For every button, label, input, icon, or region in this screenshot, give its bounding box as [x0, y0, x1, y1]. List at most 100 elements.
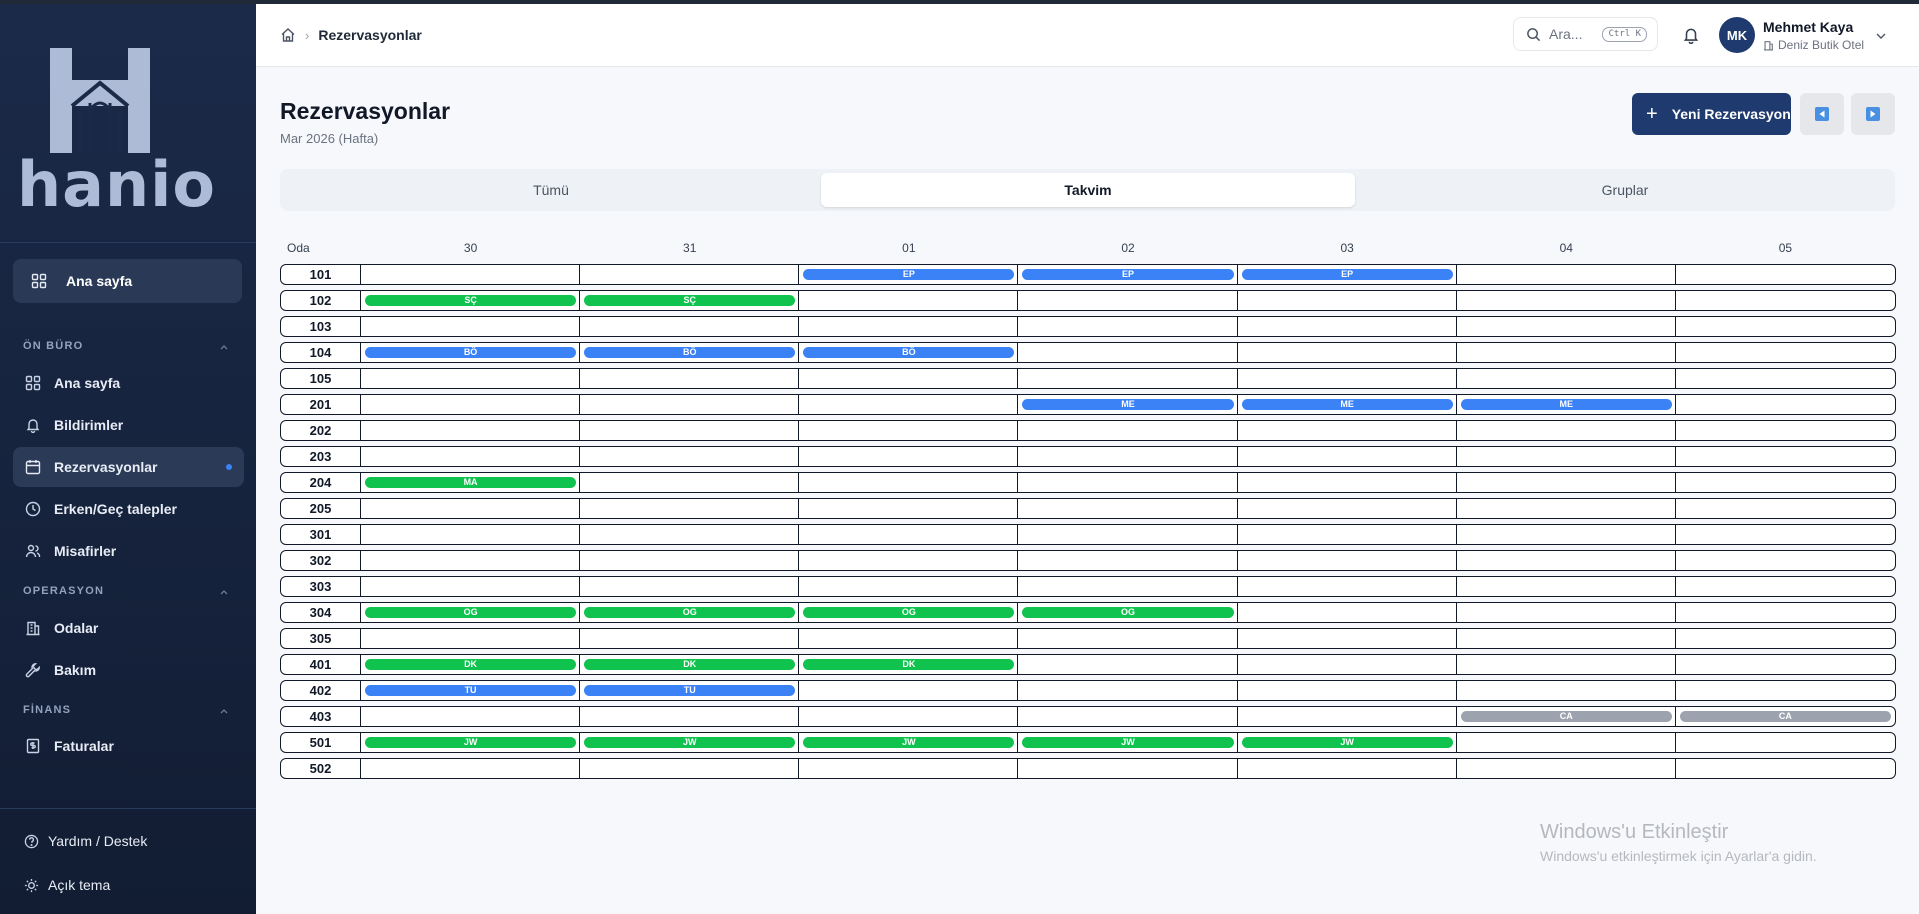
day-cell[interactable]	[361, 447, 581, 466]
reservation-bar[interactable]: OG	[365, 607, 577, 618]
day-cell[interactable]	[1018, 551, 1238, 570]
day-cell[interactable]	[1238, 681, 1457, 700]
day-cell[interactable]	[1018, 577, 1238, 596]
day-cell[interactable]	[1457, 499, 1676, 518]
day-cell[interactable]	[799, 551, 1019, 570]
day-cell[interactable]	[1676, 655, 1895, 674]
reservation-bar[interactable]: DK	[365, 659, 577, 670]
day-cell[interactable]	[1676, 447, 1895, 466]
day-cell[interactable]	[1018, 603, 1238, 622]
day-cell[interactable]	[580, 265, 800, 284]
day-cell[interactable]	[1457, 603, 1676, 622]
room-number[interactable]: 103	[281, 317, 361, 336]
day-cell[interactable]	[1676, 577, 1895, 596]
theme-toggle[interactable]: Açık tema	[24, 877, 110, 893]
day-cell[interactable]	[361, 525, 581, 544]
day-cell[interactable]	[580, 343, 800, 362]
day-cell[interactable]	[1457, 395, 1676, 414]
day-cell[interactable]	[580, 447, 800, 466]
day-cell[interactable]	[580, 291, 800, 310]
help-support-link[interactable]: Yardım / Destek	[24, 833, 147, 849]
day-cell[interactable]	[1238, 473, 1457, 492]
tab-groups[interactable]: Gruplar	[1601, 182, 1649, 198]
day-cell[interactable]	[1018, 733, 1238, 752]
day-cell[interactable]	[1676, 551, 1895, 570]
day-cell[interactable]	[1676, 681, 1895, 700]
day-cell[interactable]	[580, 577, 800, 596]
avatar[interactable]: MK	[1719, 17, 1755, 53]
room-number[interactable]: 104	[281, 343, 361, 362]
day-cell[interactable]	[1676, 759, 1895, 778]
day-cell[interactable]	[1457, 447, 1676, 466]
day-cell[interactable]	[580, 655, 800, 674]
day-cell[interactable]	[580, 603, 800, 622]
day-cell[interactable]	[1018, 499, 1238, 518]
day-cell[interactable]	[1676, 369, 1895, 388]
reservation-bar[interactable]: BÖ	[584, 347, 796, 358]
reservation-bar[interactable]: ME	[1022, 399, 1234, 410]
day-cell[interactable]	[1238, 603, 1457, 622]
room-number[interactable]: 304	[281, 603, 361, 622]
day-cell[interactable]	[1676, 265, 1895, 284]
sidebar-item-early-late-requests[interactable]: Erken/Geç talepler	[13, 489, 244, 529]
day-cell[interactable]	[799, 707, 1019, 726]
day-cell[interactable]	[1676, 343, 1895, 362]
day-cell[interactable]	[1018, 447, 1238, 466]
day-cell[interactable]	[1457, 291, 1676, 310]
day-cell[interactable]	[1238, 551, 1457, 570]
sidebar-item-notifications[interactable]: Bildirimler	[13, 405, 244, 445]
day-cell[interactable]	[799, 603, 1019, 622]
sidebar-item-maintenance[interactable]: Bakım	[13, 650, 244, 690]
day-cell[interactable]	[1457, 265, 1676, 284]
room-number[interactable]: 204	[281, 473, 361, 492]
day-cell[interactable]	[1676, 525, 1895, 544]
day-cell[interactable]	[1676, 317, 1895, 336]
reservation-bar[interactable]: EP	[803, 269, 1015, 280]
reservation-bar[interactable]: JW	[1022, 737, 1234, 748]
day-cell[interactable]	[361, 707, 581, 726]
reservation-bar[interactable]: CA	[1460, 711, 1672, 722]
reservation-bar[interactable]: JW	[803, 737, 1015, 748]
day-cell[interactable]	[1238, 733, 1457, 752]
notifications-bell-icon[interactable]	[1682, 26, 1700, 44]
day-cell[interactable]	[361, 603, 581, 622]
day-cell[interactable]	[361, 343, 581, 362]
day-cell[interactable]	[1238, 265, 1457, 284]
day-cell[interactable]	[1676, 421, 1895, 440]
reservation-bar[interactable]: DK	[584, 659, 796, 670]
day-cell[interactable]	[1457, 707, 1676, 726]
day-cell[interactable]	[799, 655, 1019, 674]
room-number[interactable]: 102	[281, 291, 361, 310]
day-cell[interactable]	[1018, 421, 1238, 440]
sidebar-item-home[interactable]: Ana sayfa	[13, 363, 244, 403]
day-cell[interactable]	[1238, 317, 1457, 336]
reservation-bar[interactable]: TU	[365, 685, 577, 696]
reservation-bar[interactable]: MA	[365, 477, 577, 488]
day-cell[interactable]	[799, 577, 1019, 596]
day-cell[interactable]	[1018, 291, 1238, 310]
day-cell[interactable]	[361, 629, 581, 648]
day-cell[interactable]	[1676, 733, 1895, 752]
day-cell[interactable]	[361, 655, 581, 674]
day-cell[interactable]	[1676, 291, 1895, 310]
day-cell[interactable]	[1676, 395, 1895, 414]
day-cell[interactable]	[1457, 655, 1676, 674]
day-cell[interactable]	[1238, 707, 1457, 726]
day-cell[interactable]	[799, 291, 1019, 310]
day-cell[interactable]	[361, 473, 581, 492]
reservation-bar[interactable]: JW	[365, 737, 577, 748]
sidebar-item-home-top[interactable]: Ana sayfa	[13, 259, 242, 303]
reservation-bar[interactable]: EP	[1241, 269, 1453, 280]
new-reservation-button[interactable]: + Yeni Rezervasyon	[1632, 93, 1791, 135]
day-cell[interactable]	[1018, 707, 1238, 726]
day-cell[interactable]	[799, 473, 1019, 492]
search-input[interactable]: Ara... Ctrl K	[1513, 17, 1658, 51]
reservation-bar[interactable]: SÇ	[584, 295, 796, 306]
day-cell[interactable]	[1457, 681, 1676, 700]
day-cell[interactable]	[1238, 499, 1457, 518]
day-cell[interactable]	[1457, 759, 1676, 778]
room-number[interactable]: 401	[281, 655, 361, 674]
day-cell[interactable]	[580, 317, 800, 336]
room-number[interactable]: 501	[281, 733, 361, 752]
day-cell[interactable]	[799, 369, 1019, 388]
